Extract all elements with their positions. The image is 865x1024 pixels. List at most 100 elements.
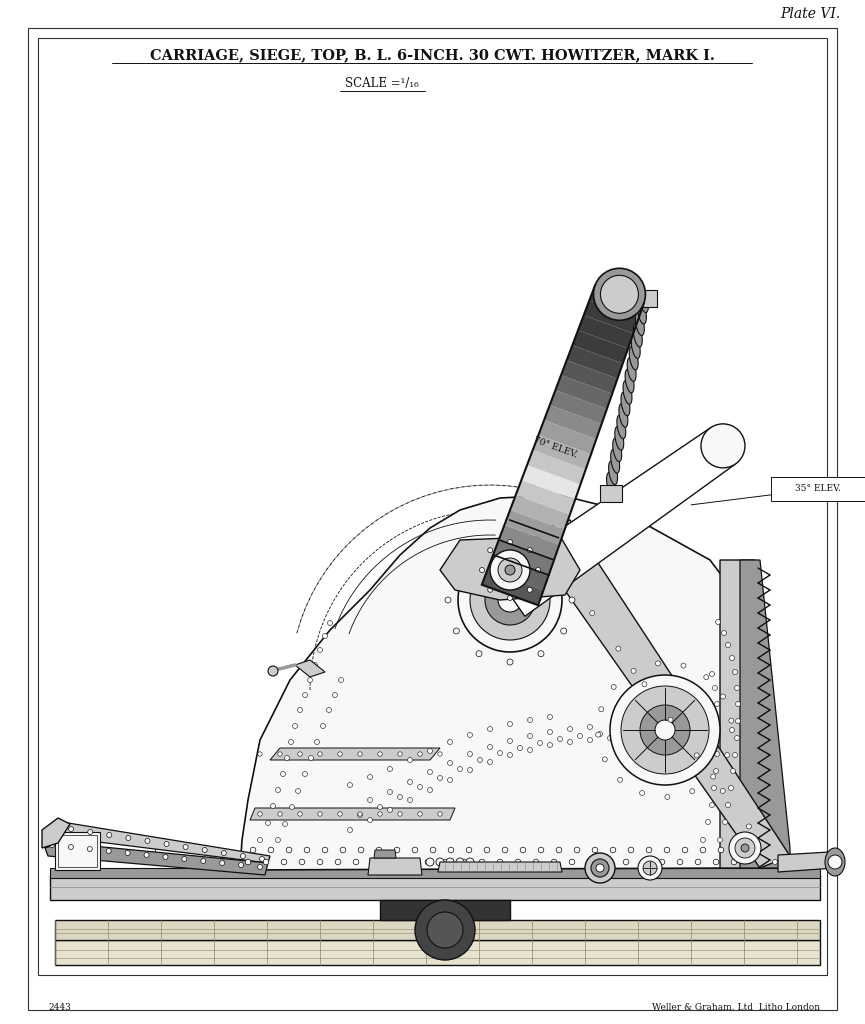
Circle shape [338, 752, 343, 756]
Circle shape [556, 847, 561, 853]
Circle shape [538, 650, 544, 656]
Circle shape [587, 737, 593, 742]
Circle shape [610, 675, 720, 785]
Polygon shape [368, 858, 422, 874]
Circle shape [508, 596, 512, 600]
Circle shape [616, 646, 621, 651]
Circle shape [548, 729, 553, 734]
Circle shape [535, 567, 541, 572]
Circle shape [735, 838, 755, 858]
Circle shape [711, 774, 715, 779]
Circle shape [508, 722, 512, 726]
Circle shape [551, 859, 557, 865]
Circle shape [426, 859, 431, 865]
Circle shape [721, 631, 727, 636]
Circle shape [418, 752, 422, 756]
Ellipse shape [619, 403, 628, 427]
Circle shape [275, 838, 280, 843]
Circle shape [368, 817, 373, 822]
Polygon shape [589, 286, 644, 318]
Circle shape [618, 777, 623, 782]
Circle shape [728, 785, 734, 791]
Circle shape [704, 675, 708, 680]
Circle shape [520, 847, 526, 853]
Circle shape [715, 719, 721, 724]
Circle shape [561, 628, 567, 634]
Circle shape [715, 620, 721, 625]
Circle shape [564, 575, 568, 580]
Circle shape [479, 567, 484, 572]
Polygon shape [510, 495, 570, 529]
Circle shape [695, 859, 701, 865]
Circle shape [332, 692, 337, 697]
Circle shape [456, 858, 464, 866]
Circle shape [677, 731, 682, 736]
Circle shape [642, 682, 647, 687]
Circle shape [317, 752, 322, 756]
Circle shape [283, 821, 287, 826]
Circle shape [258, 812, 262, 816]
Circle shape [621, 686, 709, 774]
Text: SCALE =¹/₁₆: SCALE =¹/₁₆ [345, 78, 419, 90]
Circle shape [266, 820, 271, 825]
Circle shape [697, 732, 702, 737]
Circle shape [574, 847, 580, 853]
Circle shape [407, 798, 413, 803]
Circle shape [438, 812, 442, 816]
Circle shape [312, 663, 317, 668]
Circle shape [497, 751, 503, 756]
Circle shape [593, 268, 645, 321]
Circle shape [438, 752, 442, 756]
Circle shape [646, 847, 652, 853]
Circle shape [538, 544, 544, 549]
Ellipse shape [636, 312, 644, 336]
Circle shape [303, 771, 307, 776]
Text: Weller & Graham. Ltd  Litho London: Weller & Graham. Ltd Litho London [652, 1002, 820, 1012]
Circle shape [729, 831, 761, 864]
Ellipse shape [631, 335, 640, 358]
Polygon shape [250, 808, 455, 820]
Circle shape [729, 655, 734, 660]
Circle shape [202, 848, 208, 853]
Circle shape [144, 853, 149, 857]
Circle shape [735, 719, 740, 724]
Circle shape [641, 859, 647, 865]
Circle shape [278, 752, 282, 756]
Circle shape [528, 718, 533, 723]
Circle shape [398, 795, 402, 800]
Circle shape [623, 859, 629, 865]
Circle shape [353, 859, 359, 865]
Circle shape [378, 752, 382, 756]
Circle shape [628, 847, 634, 853]
Polygon shape [600, 485, 622, 502]
Polygon shape [440, 536, 580, 600]
Circle shape [490, 550, 530, 590]
Polygon shape [270, 748, 440, 760]
Circle shape [516, 859, 521, 865]
Circle shape [467, 752, 472, 757]
Polygon shape [482, 569, 543, 605]
Polygon shape [567, 345, 623, 379]
Ellipse shape [825, 848, 845, 876]
Circle shape [682, 847, 688, 853]
Circle shape [497, 859, 503, 865]
Circle shape [578, 733, 582, 738]
Circle shape [358, 847, 364, 853]
Circle shape [627, 734, 632, 739]
Circle shape [668, 717, 673, 722]
Ellipse shape [615, 427, 624, 451]
Circle shape [709, 672, 714, 677]
Circle shape [358, 812, 362, 816]
Circle shape [643, 861, 657, 874]
Polygon shape [45, 843, 268, 874]
Circle shape [638, 856, 662, 880]
Circle shape [446, 858, 454, 866]
Circle shape [590, 610, 595, 615]
Circle shape [533, 859, 539, 865]
Circle shape [488, 760, 492, 765]
Circle shape [488, 588, 493, 592]
Circle shape [348, 782, 353, 787]
Circle shape [596, 732, 600, 737]
Polygon shape [495, 428, 735, 616]
Polygon shape [55, 920, 820, 940]
